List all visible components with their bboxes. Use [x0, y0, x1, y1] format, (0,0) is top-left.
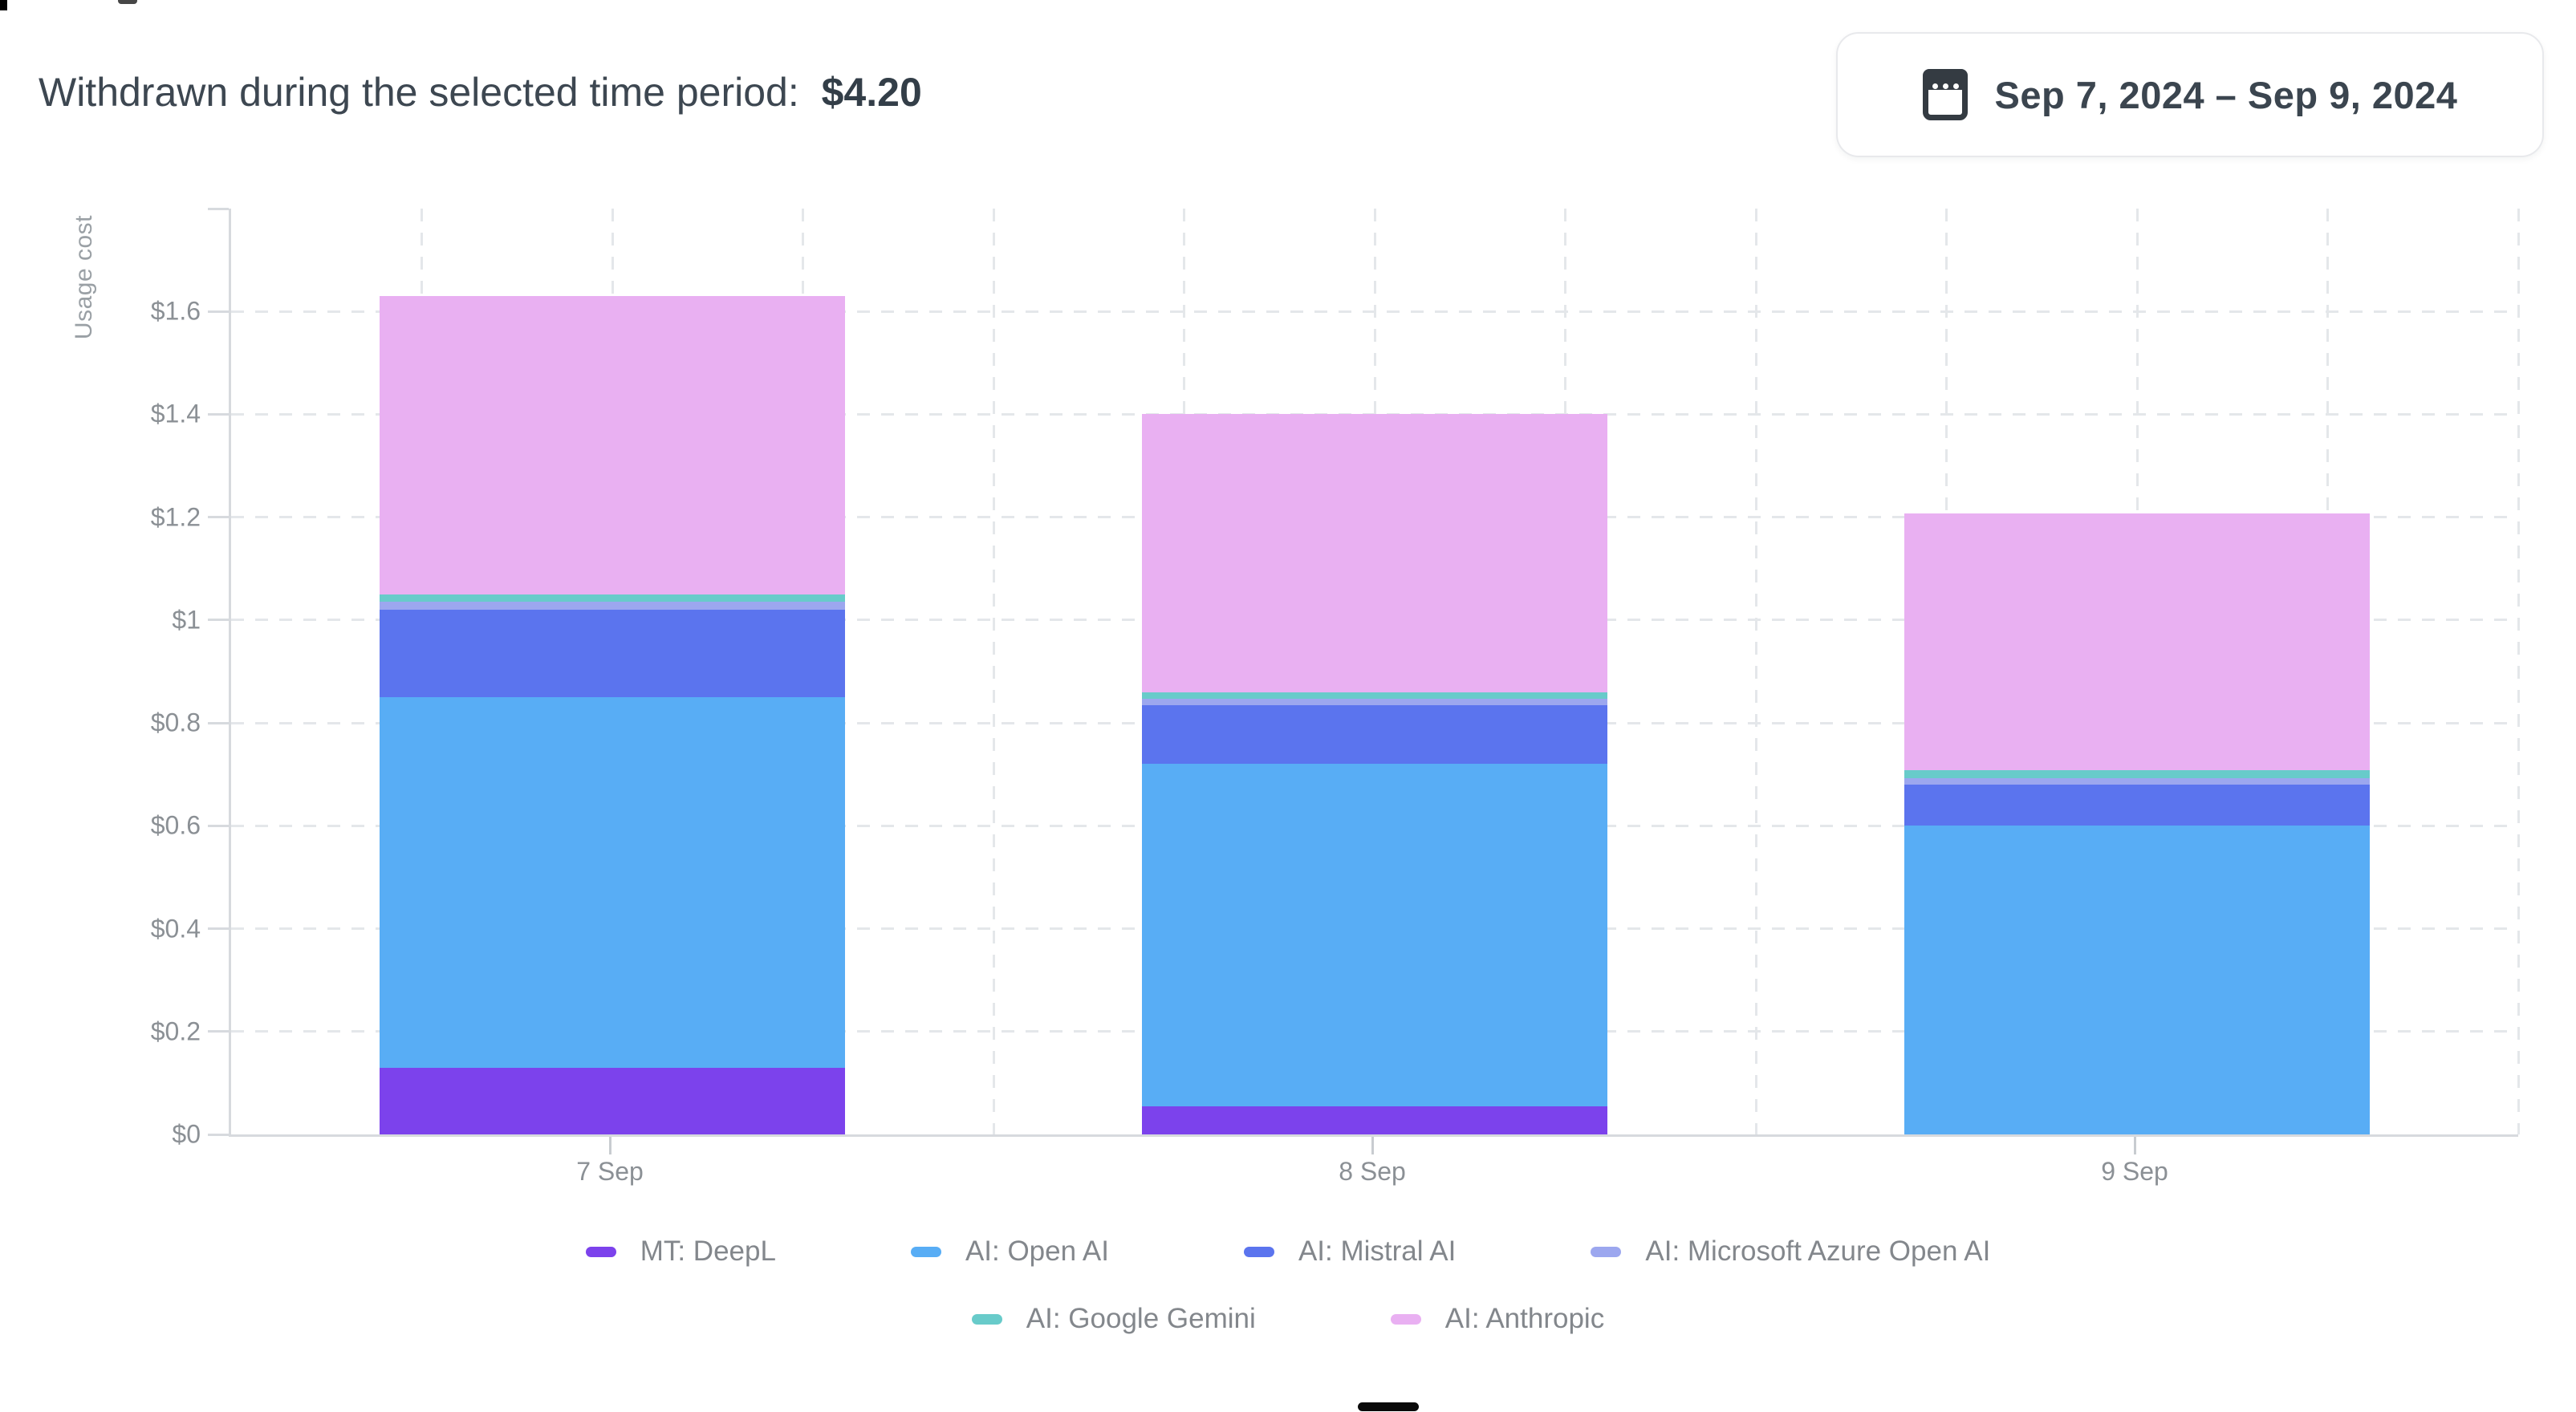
bar-segment-ai-open-ai-8-sep[interactable]: [1142, 764, 1607, 1106]
x-tick-mark: [2133, 1137, 2136, 1154]
bar-segment-ai-anthropic-9-sep[interactable]: [1904, 513, 2370, 771]
y-tick-mark: [208, 412, 229, 416]
bar-segment-ai-open-ai-9-sep[interactable]: [1904, 826, 2370, 1134]
legend-marker-ai-microsoft-azure-open-ai: [1591, 1246, 1622, 1257]
y-tick-mark: [208, 310, 229, 313]
legend-item-ai-mistral-ai[interactable]: AI: Mistral AI: [1243, 1236, 1457, 1268]
y-tick-mark: [208, 1133, 229, 1136]
bar-segment-ai-mistral-ai-9-sep[interactable]: [1904, 785, 2370, 826]
bar-segment-ai-microsoft-azure-open-ai-7-sep[interactable]: [380, 602, 845, 611]
bar-segment-ai-mistral-ai-7-sep[interactable]: [380, 610, 845, 698]
y-tick-label: $1.4: [150, 399, 201, 428]
bar-segment-ai-mistral-ai-8-sep[interactable]: [1142, 704, 1607, 765]
cropped-corner-artifact: [0, 0, 7, 10]
bar-segment-mt-deepl-8-sep[interactable]: [1142, 1106, 1607, 1134]
legend-label: AI: Open AI: [965, 1236, 1109, 1267]
y-tick-mark: [208, 516, 229, 519]
legend-label: MT: DeepL: [640, 1236, 776, 1267]
y-tick-label: $0.8: [150, 708, 201, 737]
legend-item-ai-open-ai[interactable]: AI: Open AI: [910, 1236, 1109, 1268]
cropped-heading-stub: [118, 0, 137, 4]
x-gridline: [1754, 209, 1757, 1134]
legend-label: AI: Google Gemini: [1026, 1303, 1256, 1334]
x-tick-label: 7 Sep: [576, 1157, 644, 1186]
bar-segment-ai-google-gemini-8-sep[interactable]: [1142, 692, 1607, 699]
x-gridline: [2517, 209, 2520, 1134]
y-axis-top-tick: [208, 207, 229, 210]
chart-legend: MT: DeepL AI: Open AI AI: Mistral AI AI: Mi…: [0, 1236, 2576, 1335]
legend-marker-ai-mistral-ai: [1243, 1246, 1274, 1257]
y-tick-label: $0.4: [150, 914, 201, 943]
legend-marker-mt-deepl: [585, 1246, 616, 1257]
x-tick-label: 9 Sep: [2101, 1157, 2168, 1186]
legend-label: AI: Microsoft Azure Open AI: [1645, 1236, 1991, 1267]
withdrawn-summary: Withdrawn during the selected time perio…: [39, 69, 922, 116]
calendar-icon: [1922, 69, 1968, 120]
legend-label: AI: Anthropic: [1444, 1303, 1605, 1334]
x-gridline: [992, 209, 995, 1134]
bar-segment-ai-open-ai-7-sep[interactable]: [380, 697, 845, 1068]
y-tick-label: $0.6: [150, 810, 201, 840]
bar-segment-ai-anthropic-8-sep[interactable]: [1142, 414, 1607, 692]
y-tick-mark: [208, 619, 229, 622]
bar-segment-ai-anthropic-7-sep[interactable]: [380, 296, 845, 594]
bar-segment-ai-microsoft-azure-open-ai-9-sep[interactable]: [1904, 778, 2370, 785]
bar-segment-mt-deepl-7-sep[interactable]: [380, 1067, 845, 1134]
y-tick-mark: [208, 927, 229, 931]
legend-marker-ai-anthropic: [1390, 1313, 1421, 1325]
y-tick-mark: [208, 824, 229, 827]
y-tick-mark: [208, 721, 229, 724]
y-tick-label: $1.6: [150, 296, 201, 326]
legend-item-mt-deepl[interactable]: MT: DeepL: [585, 1236, 776, 1268]
legend-row: AI: Google Gemini AI: Anthropic: [971, 1303, 1605, 1335]
y-tick-label: $1: [172, 605, 201, 635]
legend-item-ai-anthropic[interactable]: AI: Anthropic: [1390, 1303, 1605, 1335]
y-tick-label: $1.2: [150, 502, 201, 532]
legend-item-ai-microsoft-azure-open-ai[interactable]: AI: Microsoft Azure Open AI: [1591, 1236, 1990, 1268]
legend-item-ai-google-gemini[interactable]: AI: Google Gemini: [971, 1303, 1256, 1335]
legend-label: AI: Mistral AI: [1298, 1236, 1457, 1267]
withdrawn-summary-label: Withdrawn during the selected time perio…: [39, 70, 799, 115]
withdrawn-amount: $4.20: [821, 70, 922, 115]
x-tick-mark: [1371, 1137, 1374, 1154]
plot-area: [229, 209, 2520, 1137]
legend-row: MT: DeepL AI: Open AI AI: Mistral AI AI: Mi…: [585, 1236, 1990, 1268]
x-tick-mark: [608, 1137, 611, 1154]
x-tick-label: 8 Sep: [1339, 1157, 1406, 1186]
bar-segment-ai-microsoft-azure-open-ai-8-sep[interactable]: [1142, 699, 1607, 705]
bar-segment-ai-google-gemini-9-sep[interactable]: [1904, 770, 2370, 779]
y-tick-mark: [208, 1030, 229, 1033]
date-range-label: Sep 7, 2024 – Sep 9, 2024: [1994, 73, 2458, 116]
y-tick-label: $0.2: [150, 1016, 201, 1046]
y-tick-label: $0: [172, 1119, 201, 1149]
legend-marker-ai-google-gemini: [971, 1313, 1002, 1325]
cropped-bottom-bar-artifact: [1358, 1402, 1419, 1411]
bar-segment-ai-google-gemini-7-sep[interactable]: [380, 594, 845, 603]
date-range-button[interactable]: Sep 7, 2024 – Sep 9, 2024: [1836, 32, 2544, 157]
legend-marker-ai-open-ai: [910, 1246, 941, 1257]
